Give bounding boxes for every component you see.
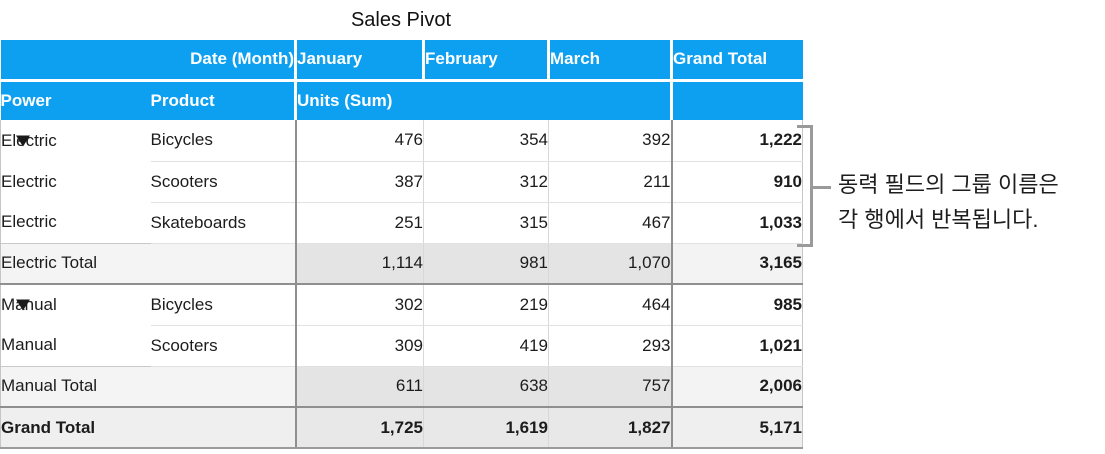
table-row-electric-skateboards: Electric Skateboards 251 315 467 1,033 xyxy=(0,202,803,244)
cell-value-mar[interactable]: 211 xyxy=(548,161,672,203)
cell-product[interactable]: Scooters xyxy=(150,325,296,367)
table-row-manual-total: Manual Total 611 638 757 2,006 xyxy=(0,365,803,407)
annotation-text: 동력 필드의 그룹 이름은 각 행에서 반복됩니다. xyxy=(838,167,1059,237)
callout-bracket-bottom-stub xyxy=(797,244,813,247)
annotation-line-2: 각 행에서 반복됩니다. xyxy=(838,207,1039,232)
header-february[interactable]: February xyxy=(422,40,549,82)
cell-value-mar[interactable]: 467 xyxy=(548,202,672,244)
cell-value-feb[interactable]: 638 xyxy=(423,365,549,407)
cell-value-jan[interactable]: 1,114 xyxy=(294,242,424,285)
cell-group-total-label[interactable]: Manual Total xyxy=(0,365,296,407)
cell-power-electric[interactable]: Electric xyxy=(0,120,151,161)
header-units-sum[interactable]: Units (Sum) xyxy=(294,80,672,120)
cell-grand-total-label[interactable]: Grand Total xyxy=(0,406,296,449)
cell-value-feb[interactable]: 1,619 xyxy=(423,406,549,449)
cell-value-feb[interactable]: 312 xyxy=(423,161,549,203)
cell-product[interactable]: Bicycles xyxy=(150,120,296,162)
header-date-month[interactable]: Date (Month) xyxy=(0,40,296,82)
power-group-label: Electric xyxy=(1,212,57,232)
cell-value-jan[interactable]: 302 xyxy=(294,284,424,326)
power-group-label: Electric xyxy=(1,171,57,191)
table-row-electric-total: Electric Total 1,114 981 1,070 3,165 xyxy=(0,242,803,285)
cell-power-electric[interactable]: Electric xyxy=(0,161,151,202)
cell-row-total[interactable]: 1,021 xyxy=(670,325,803,367)
cell-group-total-label[interactable]: Electric Total xyxy=(0,242,296,285)
cell-product[interactable]: Bicycles xyxy=(150,284,296,326)
cell-value-jan[interactable]: 251 xyxy=(294,202,424,244)
header-empty-cell[interactable] xyxy=(670,80,803,120)
header-january[interactable]: January xyxy=(294,40,424,82)
table-row-manual-scooters: Manual Scooters 309 419 293 1,021 xyxy=(0,325,803,367)
disclosure-triangle-icon[interactable] xyxy=(16,135,30,146)
cell-power-manual[interactable]: Manual xyxy=(0,284,151,325)
pivot-table-grid: Date (Month) January February March Gran… xyxy=(0,40,803,449)
header-grand-total-column[interactable]: Grand Total xyxy=(670,40,803,82)
table-row-manual-bicycles: Manual Bicycles 302 219 464 985 xyxy=(0,284,803,326)
cell-value-feb[interactable]: 354 xyxy=(423,120,549,162)
column-field-header-row: Date (Month) January February March Gran… xyxy=(0,40,803,82)
cell-value-mar[interactable]: 1,070 xyxy=(548,242,672,285)
cell-value-jan[interactable]: 1,725 xyxy=(294,406,424,449)
cell-value-jan[interactable]: 611 xyxy=(294,365,424,407)
header-product[interactable]: Product xyxy=(150,80,296,120)
table-row-grand-total: Grand Total 1,725 1,619 1,827 5,171 xyxy=(0,406,803,449)
cell-row-total[interactable]: 5,171 xyxy=(670,406,803,449)
callout-bracket-vertical xyxy=(810,125,813,247)
cell-value-mar[interactable]: 757 xyxy=(548,365,672,407)
table-title: Sales Pivot xyxy=(350,9,452,31)
cell-value-jan[interactable]: 387 xyxy=(294,161,424,203)
cell-value-jan[interactable]: 476 xyxy=(294,120,424,162)
cell-value-feb[interactable]: 219 xyxy=(423,284,549,326)
cell-value-feb[interactable]: 315 xyxy=(423,202,549,244)
table-row-electric-scooters: Electric Scooters 387 312 211 910 xyxy=(0,161,803,203)
cell-power-manual[interactable]: Manual xyxy=(0,325,151,366)
callout-leader-tick xyxy=(813,186,831,189)
power-group-label: Manual xyxy=(1,335,57,355)
cell-value-feb[interactable]: 981 xyxy=(423,242,549,285)
cell-row-total[interactable]: 2,006 xyxy=(670,365,803,407)
cell-product[interactable]: Scooters xyxy=(150,161,296,203)
cell-row-total[interactable]: 1,222 xyxy=(670,120,803,162)
cell-product[interactable]: Skateboards xyxy=(150,202,296,244)
disclosure-triangle-icon[interactable] xyxy=(16,299,30,311)
header-power[interactable]: Power xyxy=(0,80,151,120)
cell-value-mar[interactable]: 1,827 xyxy=(548,406,672,449)
header-march[interactable]: March xyxy=(547,40,672,82)
cell-row-total[interactable]: 1,033 xyxy=(670,202,803,244)
cell-value-mar[interactable]: 392 xyxy=(548,120,672,162)
callout-bracket-top-stub xyxy=(797,125,813,128)
cell-row-total[interactable]: 3,165 xyxy=(670,242,803,285)
cell-value-mar[interactable]: 464 xyxy=(548,284,672,326)
table-row-electric-bicycles: Electric Bicycles 476 354 392 1,222 xyxy=(0,120,803,162)
annotation-line-1: 동력 필드의 그룹 이름은 xyxy=(838,172,1059,197)
sales-pivot-table: Sales Pivot Date (Month) January Februar… xyxy=(0,9,803,449)
row-field-header-row: Power Product Units (Sum) xyxy=(0,80,803,120)
cell-value-mar[interactable]: 293 xyxy=(548,325,672,367)
cell-row-total[interactable]: 910 xyxy=(670,161,803,203)
cell-row-total[interactable]: 985 xyxy=(670,284,803,326)
cell-value-jan[interactable]: 309 xyxy=(294,325,424,367)
cell-power-electric[interactable]: Electric xyxy=(0,202,151,243)
cell-value-feb[interactable]: 419 xyxy=(423,325,549,367)
